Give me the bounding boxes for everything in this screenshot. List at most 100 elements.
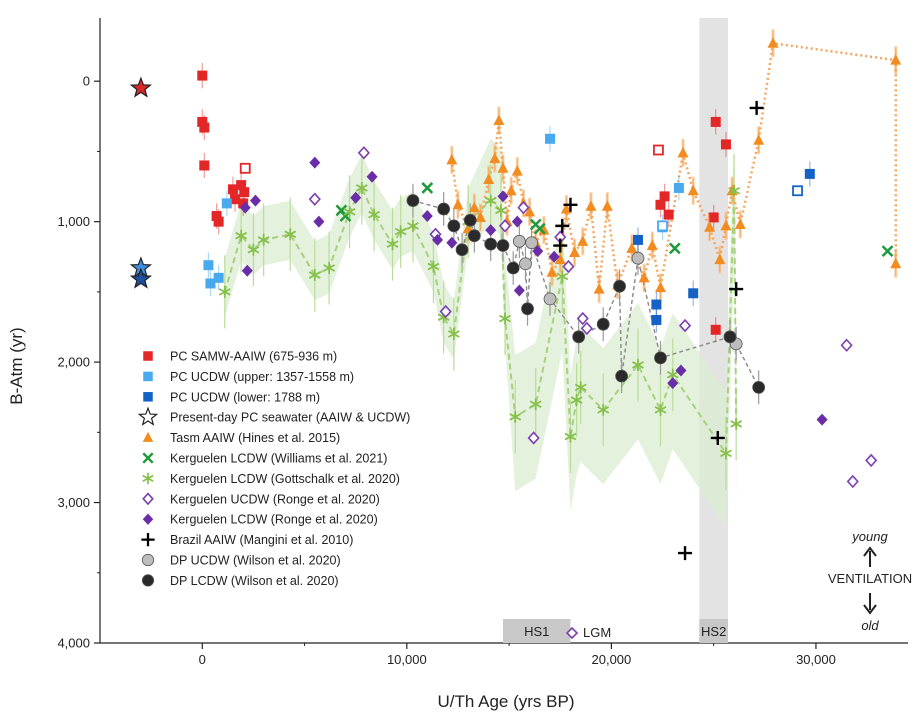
kerguelen-lcdw-gottschalk-et-al-2020-point: [730, 417, 743, 430]
triangle-mark: [734, 218, 746, 229]
x-mark: [142, 452, 154, 464]
triangle-mark: [626, 242, 638, 253]
square-mark: [211, 211, 222, 222]
legend-marker-icon: [142, 472, 154, 485]
dp-lcdw-wilson-et-al-2020-point: [437, 202, 451, 216]
pc-ucdw-upper-1357-1558-m-point: [203, 260, 214, 271]
pc-samw-aaiw-675-936-m-point: [710, 116, 721, 127]
pc-samw-aaiw-675-936-m-point: [663, 209, 674, 220]
kerguelen-ucdw-ronge-et-al-2020-point: [498, 219, 512, 233]
square-mark: [197, 70, 208, 81]
triangle-mark: [446, 153, 458, 165]
triangle-mark: [585, 200, 597, 211]
square-mark: [710, 116, 721, 127]
circle-mark: [467, 229, 481, 243]
kerguelen-lcdw-gottschalk-et-al-2020-point: [529, 398, 542, 411]
dp-lcdw-wilson-et-al-2020-point: [521, 302, 534, 316]
tasm-aaiw-hines-et-al-2015-point: [452, 198, 464, 210]
diamond-mark: [366, 170, 378, 183]
legend-marker-icon: [143, 371, 153, 382]
diamond-open-mark: [439, 304, 452, 319]
asterisk-mark: [355, 181, 368, 194]
x-tick-label: 30,000: [796, 652, 836, 667]
circle-mark: [447, 219, 461, 233]
tasm-aaiw-hines-et-al-2015-point: [546, 266, 558, 277]
pc-ucdw-upper-1357-1558-m-point: [545, 133, 556, 144]
square-mark: [227, 184, 238, 195]
cross-mark: [553, 238, 568, 253]
asterisk-mark: [499, 312, 511, 325]
lgm-diamond-icon: [565, 626, 579, 640]
diamond-mark: [239, 201, 251, 214]
old-arrow-head: [863, 604, 877, 615]
tasm-aaiw-hines-et-al-2015-point: [569, 246, 581, 258]
square-mark: [221, 198, 232, 209]
band-label: HS2: [701, 624, 726, 639]
triangle-mark: [753, 134, 765, 145]
triangle-mark: [511, 165, 523, 176]
pc-samw-aaiw-675-936-m-point: [199, 160, 210, 171]
kerguelen-lcdw-gottschalk-et-al-2020-point: [495, 204, 507, 217]
pc-samw-aaiw-675-936-m-point: [659, 191, 670, 202]
asterisk-mark: [720, 447, 732, 460]
asterisk-mark: [247, 243, 260, 256]
asterisk-mark: [235, 229, 248, 242]
square-mark: [659, 191, 670, 202]
dp-lcdw-wilson-et-al-2020-point: [467, 229, 481, 243]
tasm-aaiw-hines-et-al-2015-point: [890, 54, 902, 65]
square-mark: [203, 260, 214, 271]
dp-lcdw-wilson-et-al-2020-point: [455, 243, 469, 257]
legend-marker-icon: [142, 452, 154, 464]
circle-mark: [654, 351, 667, 365]
triangle-mark: [524, 205, 536, 217]
tasm-aaiw-hines-et-al-2015-point: [890, 257, 902, 269]
diamond-open-mark: [846, 474, 859, 489]
square-mark: [236, 180, 247, 191]
triangle-mark: [468, 201, 480, 213]
circle-mark: [437, 202, 451, 216]
kerguelen-lcdw-ronge-et-al-2020-point: [446, 236, 458, 249]
legend-label: Kerguelen LCDW (Gottschalk et al. 2020): [170, 472, 400, 486]
asterisk-mark: [308, 269, 321, 282]
pc-samw-aaiw-675-936-m-point: [199, 122, 210, 133]
cross-mark: [555, 218, 570, 233]
diamond-mark: [511, 215, 523, 228]
triangle-mark: [593, 283, 605, 294]
diamond-open-mark: [840, 338, 853, 352]
triangle-mark: [497, 162, 509, 173]
pc-samw-aaiw-675-936-m-open-point: [653, 144, 664, 156]
brazil-aaiw-mangini-et-al-2010-point: [749, 100, 764, 115]
tasm-aaiw-hines-et-al-2015-point: [585, 200, 597, 211]
pc-samw-aaiw-675-936-m-point: [238, 198, 249, 209]
diamond-mark: [667, 377, 679, 390]
triangle-mark: [538, 224, 550, 235]
kerguelen-lcdw-ronge-et-al-2020-point: [675, 364, 687, 377]
legend-marker-icon: [141, 574, 155, 587]
diamond-open-mark: [576, 311, 589, 326]
tasm-line: [450, 41, 897, 290]
tasm-aaiw-hines-et-al-2015-point: [524, 205, 536, 217]
pc-samw-aaiw-675-936-m-point: [227, 184, 238, 195]
diamond-open-mark: [142, 492, 154, 506]
square-mark: [143, 371, 153, 382]
y-tick-label: 1,000: [57, 214, 90, 229]
band-label: HS1: [524, 624, 549, 639]
diamond-open-mark: [580, 321, 593, 336]
dp-lcdw-wilson-et-al-2020-point: [406, 194, 420, 207]
kerguelen-lcdw-gottschalk-et-al-2020-point: [247, 243, 260, 256]
brazil-aaiw-mangini-et-al-2010-point: [710, 430, 725, 445]
kerguelen-lcdw-williams-et-al-2021-point: [881, 245, 894, 258]
square-mark: [239, 187, 250, 198]
tasm-aaiw-hines-et-al-2015-point: [554, 253, 566, 265]
square-mark: [238, 198, 249, 209]
tasm-aaiw-hines-et-al-2015-point: [626, 242, 638, 253]
square-mark: [632, 234, 643, 245]
young-arrow-head: [863, 546, 877, 557]
asterisk-mark: [427, 260, 440, 273]
diamond-open-mark: [308, 192, 321, 206]
star-mark: [137, 406, 159, 426]
square-mark: [688, 288, 699, 299]
band-label-bg: [502, 619, 571, 643]
kerguelen-lcdw-gottschalk-et-al-2020-point: [323, 262, 336, 274]
asterisk-mark: [556, 270, 569, 283]
